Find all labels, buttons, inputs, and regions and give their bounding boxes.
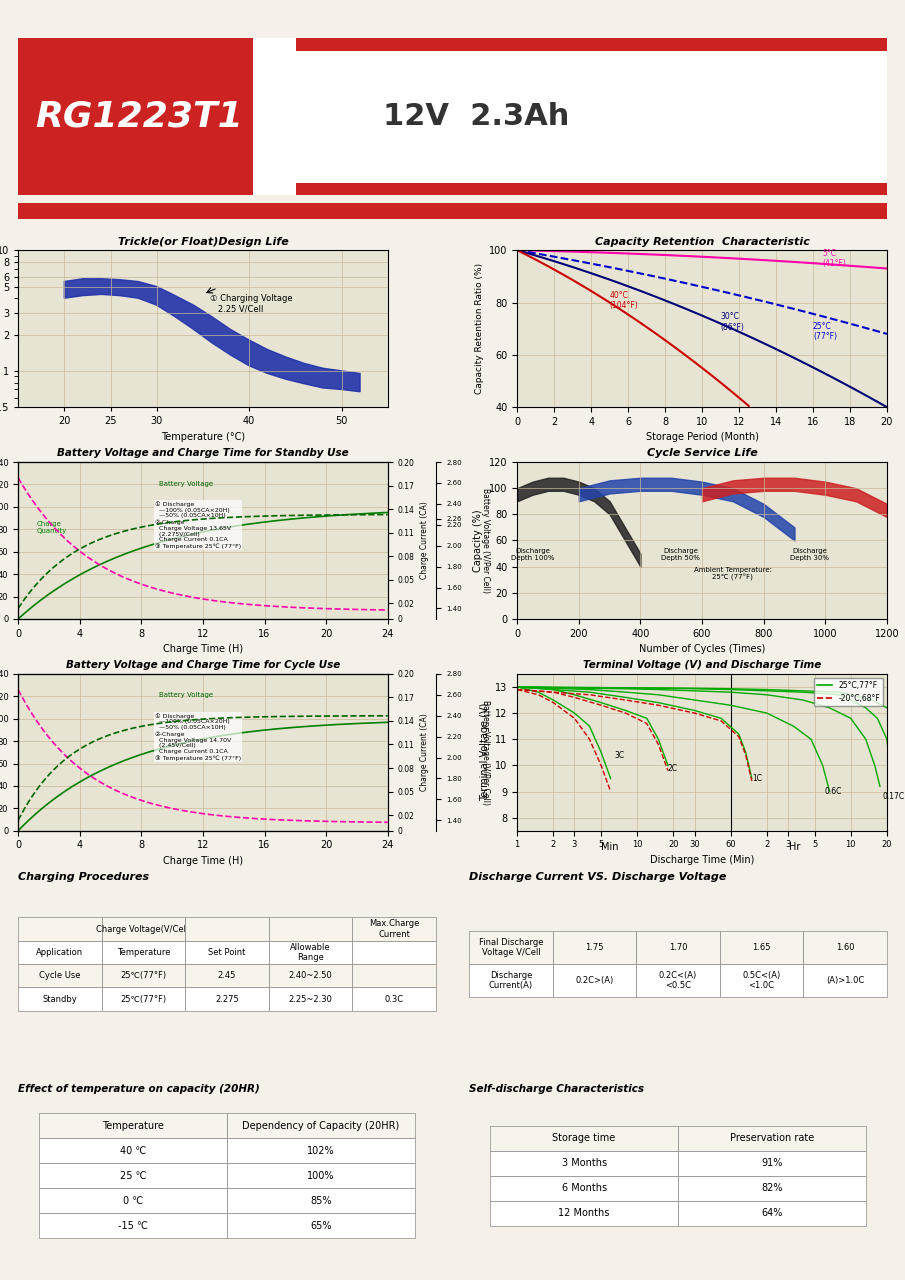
Text: 12V  2.3Ah: 12V 2.3Ah <box>383 102 569 132</box>
Text: 25°C
(77°F): 25°C (77°F) <box>813 321 837 342</box>
Text: RG1223T1: RG1223T1 <box>35 100 243 134</box>
Y-axis label: Battery Voltage (V/Per Cell): Battery Voltage (V/Per Cell) <box>481 700 490 805</box>
Title: Battery Voltage and Charge Time for Standby Use: Battery Voltage and Charge Time for Stan… <box>57 448 348 458</box>
Text: 5°C
(41°F): 5°C (41°F) <box>823 248 846 268</box>
Legend: 25°C,77°F, -20°C,68°F: 25°C,77°F, -20°C,68°F <box>814 677 883 705</box>
Y-axis label: Capacity (%): Capacity (%) <box>473 509 483 572</box>
X-axis label: Storage Period (Month): Storage Period (Month) <box>645 433 758 443</box>
FancyBboxPatch shape <box>18 38 887 196</box>
Text: Discharge
Depth 100%: Discharge Depth 100% <box>510 548 555 561</box>
Text: Self-discharge Characteristics: Self-discharge Characteristics <box>469 1084 644 1094</box>
Text: Discharge
Depth 50%: Discharge Depth 50% <box>661 548 700 561</box>
Title: Cycle Service Life: Cycle Service Life <box>647 448 757 458</box>
X-axis label: Charge Time (H): Charge Time (H) <box>163 644 243 654</box>
Text: 0.17C: 0.17C <box>882 792 904 801</box>
Polygon shape <box>252 38 296 196</box>
Y-axis label: Charge Current (CA): Charge Current (CA) <box>420 713 429 791</box>
Text: ① Discharge
  —100% (0.05CA×20H)
  —50% (0.05CA×10H)
②-Charge
  Charge Voltage 1: ① Discharge —100% (0.05CA×20H) —50% (0.0… <box>155 502 241 549</box>
Bar <box>18 204 887 219</box>
Text: Battery Voltage: Battery Voltage <box>158 480 213 486</box>
Text: 30°C
(86°F): 30°C (86°F) <box>720 312 745 332</box>
Text: 2C: 2C <box>668 764 678 773</box>
Y-axis label: Capacity Retention Ratio (%): Capacity Retention Ratio (%) <box>474 264 483 394</box>
Text: 3C: 3C <box>614 750 625 759</box>
Text: 0.6C: 0.6C <box>824 787 842 796</box>
Polygon shape <box>64 279 360 392</box>
Bar <box>296 51 887 183</box>
Title: Terminal Voltage (V) and Discharge Time: Terminal Voltage (V) and Discharge Time <box>583 660 821 671</box>
Title: Battery Voltage and Charge Time for Cycle Use: Battery Voltage and Charge Time for Cycl… <box>66 660 340 671</box>
Text: Hr: Hr <box>789 841 800 851</box>
Y-axis label: Battery Voltage (V/Per Cell): Battery Voltage (V/Per Cell) <box>481 488 490 593</box>
X-axis label: Temperature (°C): Temperature (°C) <box>161 431 245 442</box>
Text: Discharge
Depth 30%: Discharge Depth 30% <box>790 548 829 561</box>
Text: Charge
Quantity: Charge Quantity <box>36 521 67 534</box>
Y-axis label: Charge Current (CA): Charge Current (CA) <box>420 502 429 580</box>
Text: 1C: 1C <box>752 774 762 783</box>
Text: Charging Procedures: Charging Procedures <box>18 872 149 882</box>
Title: Trickle(or Float)Design Life: Trickle(or Float)Design Life <box>118 237 289 247</box>
Text: ① Discharge
  —100% (0.05CA×20H)
  —50% (0.05CA×10H)
②-Charge
  Charge Voltage 1: ① Discharge —100% (0.05CA×20H) —50% (0.0… <box>155 713 241 760</box>
Text: 40°C
(104°F): 40°C (104°F) <box>610 291 638 310</box>
Text: Min: Min <box>601 841 618 851</box>
Text: ① Charging Voltage
   2.25 V/Cell: ① Charging Voltage 2.25 V/Cell <box>210 294 293 314</box>
X-axis label: Number of Cycles (Times): Number of Cycles (Times) <box>639 644 766 654</box>
Text: Ambient Temperature:
25℃ (77°F): Ambient Temperature: 25℃ (77°F) <box>694 567 772 581</box>
Y-axis label: Terminal Voltage (V): Terminal Voltage (V) <box>480 703 490 801</box>
Title: Capacity Retention  Characteristic: Capacity Retention Characteristic <box>595 237 809 247</box>
Text: Battery Voltage: Battery Voltage <box>158 692 213 699</box>
Text: Discharge Current VS. Discharge Voltage: Discharge Current VS. Discharge Voltage <box>469 872 727 882</box>
Text: Effect of temperature on capacity (20HR): Effect of temperature on capacity (20HR) <box>18 1084 260 1094</box>
X-axis label: Charge Time (H): Charge Time (H) <box>163 856 243 867</box>
X-axis label: Discharge Time (Min): Discharge Time (Min) <box>650 855 754 865</box>
